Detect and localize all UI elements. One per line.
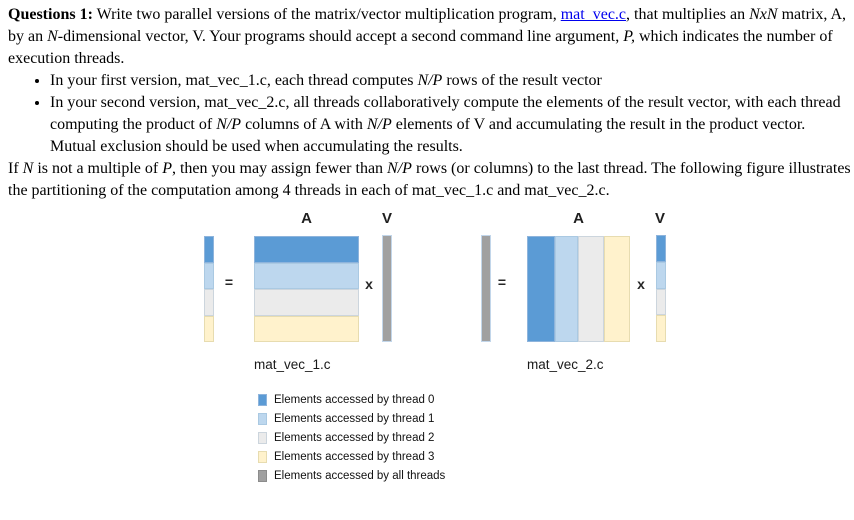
math-term: N/P <box>216 116 242 133</box>
times-sign: x <box>365 276 373 292</box>
text-segment: is not a multiple of <box>33 160 163 177</box>
bullet-item-1: In your first version, mat_vec_1.c, each… <box>50 70 852 92</box>
math-term: N <box>47 28 58 45</box>
matrix-row-band-thread1 <box>254 262 359 289</box>
matrix-column-band-thread2 <box>578 236 604 342</box>
math-term: N/P <box>417 72 443 89</box>
vector-v <box>656 235 666 342</box>
text-segment: -dimensional vector, V. Your programs sh… <box>57 28 624 45</box>
equals-sign: = <box>224 274 234 290</box>
legend-label: Elements accessed by thread 3 <box>274 450 435 463</box>
equals-sign: = <box>497 274 507 290</box>
result-band-thread1 <box>204 262 214 289</box>
v-band-thread1 <box>656 261 666 289</box>
result-band-thread0 <box>204 236 214 263</box>
legend-item-thread2: Elements accessed by thread 2 <box>258 428 445 447</box>
matrix-a <box>527 236 630 342</box>
matrix-a-label: A <box>301 210 312 227</box>
vector-v <box>382 235 392 342</box>
matrix-column-band-thread0 <box>527 236 555 342</box>
matrix-a <box>254 236 359 342</box>
times-sign: x <box>637 276 645 292</box>
caption-mat-vec-1: mat_vec_1.c <box>254 357 331 372</box>
matrix-row-band-thread3 <box>254 315 359 342</box>
text-segment: matrix, A, by an <box>8 6 847 45</box>
legend-item-thread0: Elements accessed by thread 0 <box>258 390 445 409</box>
math-term: N/P <box>366 116 392 133</box>
text-segment: elements of V and accumulating the resul… <box>50 116 806 155</box>
text-segment: columns of A with <box>241 116 367 133</box>
result-vector <box>204 236 214 342</box>
thread0-swatch <box>258 393 267 406</box>
bullet-list: In your first version, mat_vec_1.c, each… <box>8 70 852 158</box>
partition-figure: A V = x mat_vec_1.c A V <box>0 206 854 494</box>
vector-v-label: V <box>381 210 392 227</box>
thread1-swatch <box>258 412 267 425</box>
math-term: N <box>22 160 34 177</box>
mat-vec-link[interactable]: mat_vec.c <box>560 6 627 23</box>
matrix-row-band-thread2 <box>254 289 359 316</box>
intro-paragraph: Questions 1: Write two parallel versions… <box>8 4 852 70</box>
matrix-row-band-thread0 <box>254 236 359 263</box>
text-segment: In your second version, mat_vec_2.c, all… <box>50 94 841 133</box>
text-segment: In your first version, mat_vec_1.c, each… <box>50 72 418 89</box>
bullet-item-2: In your second version, mat_vec_2.c, all… <box>50 92 852 158</box>
legend-label: Elements accessed by thread 0 <box>274 393 435 406</box>
math-term: P <box>162 160 172 177</box>
legend-label: Elements accessed by all threads <box>274 469 446 482</box>
vector-v-label: V <box>654 210 665 227</box>
thread3-swatch <box>258 450 267 463</box>
legend-item-thread3: Elements accessed by thread 3 <box>258 447 445 466</box>
math-term: NxN <box>749 6 778 23</box>
legend-label: Elements accessed by thread 2 <box>274 431 435 444</box>
result-band-thread2 <box>204 289 214 316</box>
question-label: Questions 1: <box>8 6 93 23</box>
legend-item-thread1: Elements accessed by thread 1 <box>258 409 445 428</box>
v-band-thread0 <box>656 235 666 262</box>
text-segment: which indicates the number of execution … <box>8 28 833 67</box>
text-segment: , that multiplies an <box>626 6 750 23</box>
legend-label: Elements accessed by thread 1 <box>274 412 435 425</box>
legend-item-all-threads: Elements accessed by all threads <box>258 466 445 485</box>
matrix-column-band-thread3 <box>604 236 630 342</box>
result-band-thread3 <box>204 315 214 342</box>
text-segment: rows of the result vector <box>442 72 602 89</box>
matrix-a-label: A <box>573 210 584 227</box>
text-segment: If <box>8 160 23 177</box>
question-text: Questions 1: Write two parallel versions… <box>0 0 852 202</box>
legend: Elements accessed by thread 0 Elements a… <box>258 390 445 485</box>
matrix-column-band-thread1 <box>555 236 578 342</box>
math-term: P, <box>623 28 635 45</box>
text-segment: rows (or columns) to the last thread. Th… <box>8 160 851 199</box>
text-segment: Write two parallel versions of the matri… <box>92 6 561 23</box>
result-vector <box>481 235 491 342</box>
caption-mat-vec-2: mat_vec_2.c <box>527 357 604 372</box>
v-band-thread3 <box>656 315 666 342</box>
all-threads-swatch <box>258 469 267 482</box>
v-band-thread2 <box>656 288 666 316</box>
thread2-swatch <box>258 431 267 444</box>
text-segment: , then you may assign fewer than <box>171 160 388 177</box>
math-term: N/P <box>387 160 412 177</box>
closing-paragraph: If N is not a multiple of P, then you ma… <box>8 158 852 202</box>
